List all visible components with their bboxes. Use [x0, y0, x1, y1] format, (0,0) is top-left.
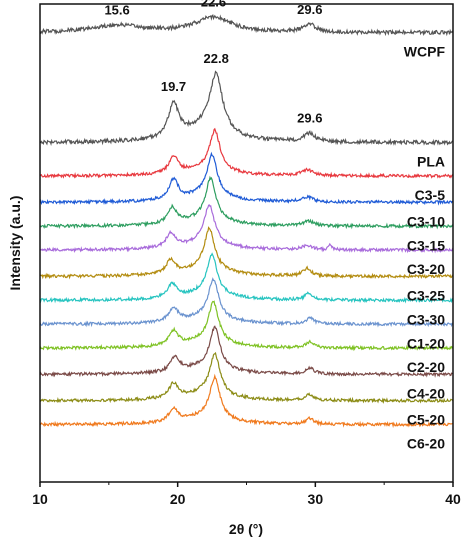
series-line-c1-20	[39, 277, 454, 328]
series-label-c3-5: C3-5	[415, 187, 446, 203]
x-axis-title: 2θ (°)	[229, 521, 263, 537]
series-line-c3-25	[40, 226, 454, 280]
x-tick-label-30: 30	[308, 491, 324, 507]
series-line-c4-20	[39, 325, 453, 378]
series-curves	[39, 14, 454, 429]
x-axis-ticks: 10 20 30 40	[32, 482, 461, 507]
series-label-c1-20: C1-20	[407, 335, 445, 351]
series-label-c2-20: C2-20	[407, 359, 445, 375]
series-label-c3-10: C3-10	[407, 213, 445, 229]
y-axis-title: Intensity (a.u.)	[7, 196, 23, 291]
series-line-c2-20	[39, 300, 454, 352]
peak-label-22-8: 22.8	[204, 51, 229, 66]
peak-annotations: 15.6 22.6 29.6 22.8 19.7 29.6	[104, 0, 322, 126]
plot-frame	[39, 3, 454, 483]
series-label-c3-20: C3-20	[407, 261, 445, 277]
series-line-wcpf	[39, 14, 454, 37]
series-label-c6-20: C6-20	[407, 436, 445, 452]
x-tick-label-40: 40	[445, 491, 461, 507]
series-label-c3-15: C3-15	[407, 237, 445, 253]
series-line-c5-20	[39, 351, 454, 405]
series-labels: WCPF PLA C3-5 C3-10 C3-15 C3-20 C3-25 C3-30 C1-2…	[404, 44, 446, 452]
series-line-c3-30	[39, 252, 454, 304]
series-line-pla	[39, 70, 454, 146]
series-label-wcpf: WCPF	[404, 44, 446, 60]
peak-label-29-6: 29.6	[297, 111, 322, 126]
peak-label-29-6: 29.6	[297, 2, 322, 17]
series-label-c4-20: C4-20	[407, 385, 445, 401]
series-line-c3-10	[39, 151, 454, 206]
series-line-c3-20	[39, 204, 454, 254]
series-label-c3-25: C3-25	[407, 288, 445, 304]
x-tick-label-20: 20	[170, 491, 186, 507]
peak-label-15-6: 15.6	[104, 3, 129, 18]
peak-label-22-6: 22.6	[201, 0, 226, 10]
series-line-c3-15	[39, 175, 454, 230]
peak-label-19-7: 19.7	[161, 79, 186, 94]
series-label-c5-20: C5-20	[407, 412, 445, 428]
series-line-c6-20	[39, 373, 454, 429]
series-label-c3-30: C3-30	[407, 311, 445, 327]
x-tick-label-10: 10	[32, 491, 48, 507]
series-label-pla: PLA	[417, 154, 445, 170]
series-line-c3-5	[39, 127, 454, 179]
